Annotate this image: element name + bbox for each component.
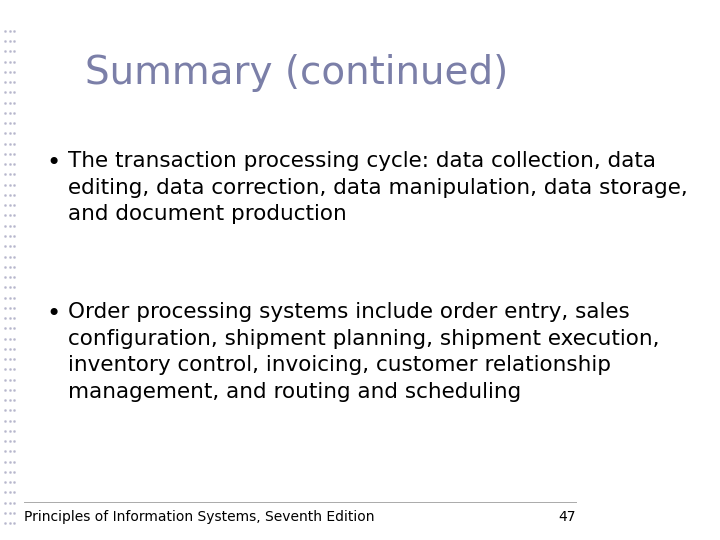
- Text: The transaction processing cycle: data collection, data
editing, data correction: The transaction processing cycle: data c…: [68, 151, 688, 224]
- Text: Order processing systems include order entry, sales
configuration, shipment plan: Order processing systems include order e…: [68, 302, 660, 402]
- Text: •: •: [46, 151, 60, 175]
- Text: •: •: [46, 302, 60, 326]
- Text: Summary (continued): Summary (continued): [86, 54, 508, 92]
- Text: Principles of Information Systems, Seventh Edition: Principles of Information Systems, Seven…: [24, 510, 374, 524]
- Text: 47: 47: [559, 510, 576, 524]
